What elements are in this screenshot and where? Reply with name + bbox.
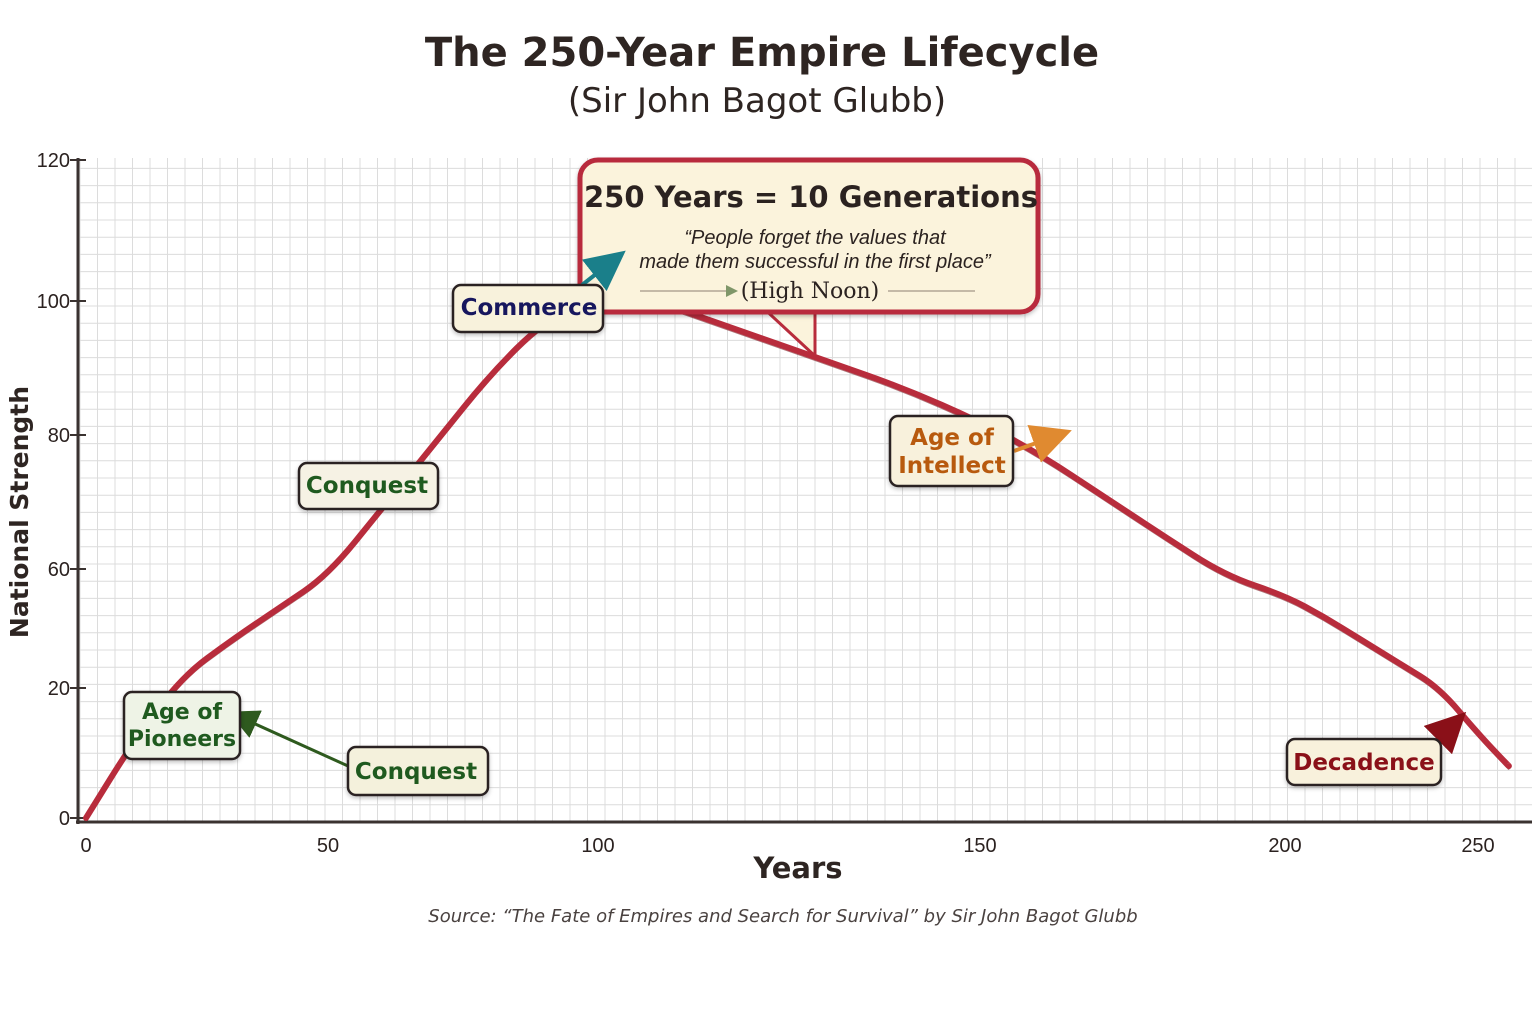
axis-ticks: 0 20 60 80 100 120 0 50 100 150 200 250 — [37, 150, 1495, 857]
decadence-arrow — [1423, 711, 1467, 755]
x-tick-label: 0 — [80, 835, 91, 857]
chart-subtitle: (Sir John Bagot Glubb) — [568, 81, 946, 121]
y-tick-label: 0 — [59, 808, 70, 830]
callout-quote-line-1: “People forget the values that — [684, 227, 947, 249]
intellect-arrow — [1013, 424, 1072, 463]
pioneers-line-2: Pioneers — [128, 727, 236, 752]
y-tick-label: 120 — [37, 150, 70, 172]
x-tick-label: 200 — [1268, 835, 1301, 857]
callout-tail — [758, 303, 817, 358]
x-axis-title: Years — [752, 851, 842, 885]
x-tick-label: 100 — [581, 835, 614, 857]
pioneers-line-1: Age of — [142, 700, 222, 725]
commerce-text: Commerce — [461, 295, 598, 321]
commerce-arrow — [580, 250, 626, 292]
label-age-of-pioneers: Age of Pioneers — [122, 690, 242, 761]
y-tick-label: 100 — [37, 291, 70, 313]
x-tick-label: 50 — [317, 835, 339, 857]
label-decadence: Decadence — [1285, 737, 1443, 787]
callout-heading: 250 Years = 10 Generations — [584, 180, 1038, 214]
x-tick-label: 150 — [963, 835, 996, 857]
label-conquest-upper: Conquest — [297, 461, 440, 511]
y-axis-title: National Strength — [5, 386, 34, 638]
strength-curve — [83, 290, 1512, 821]
chart-title: The 250-Year Empire Lifecycle — [425, 30, 1099, 76]
source-note: Source: “The Fate of Empires and Search … — [428, 906, 1137, 927]
intellect-line-2: Intellect — [898, 453, 1006, 479]
y-tick-label: 80 — [48, 425, 70, 447]
y-tick-label: 60 — [48, 559, 70, 581]
label-commerce: Commerce — [451, 283, 605, 334]
x-tick-label: 250 — [1461, 835, 1494, 857]
label-conquest-lower: Conquest — [346, 745, 490, 797]
y-tick-label: 20 — [48, 678, 70, 700]
generations-callout: 250 Years = 10 Generations “People forge… — [577, 157, 1041, 358]
callout-note: (High Noon) — [741, 279, 880, 304]
conquest-upper-text: Conquest — [306, 473, 428, 499]
callout-box — [577, 157, 1041, 315]
pioneers-arrow — [228, 710, 349, 768]
conquest-lower-text: Conquest — [355, 759, 477, 785]
label-age-of-intellect: Age of Intellect — [888, 414, 1015, 488]
callout-quote-line-2: made them successful in the first place” — [639, 251, 992, 273]
intellect-line-1: Age of — [910, 425, 995, 451]
decadence-text: Decadence — [1293, 750, 1435, 776]
